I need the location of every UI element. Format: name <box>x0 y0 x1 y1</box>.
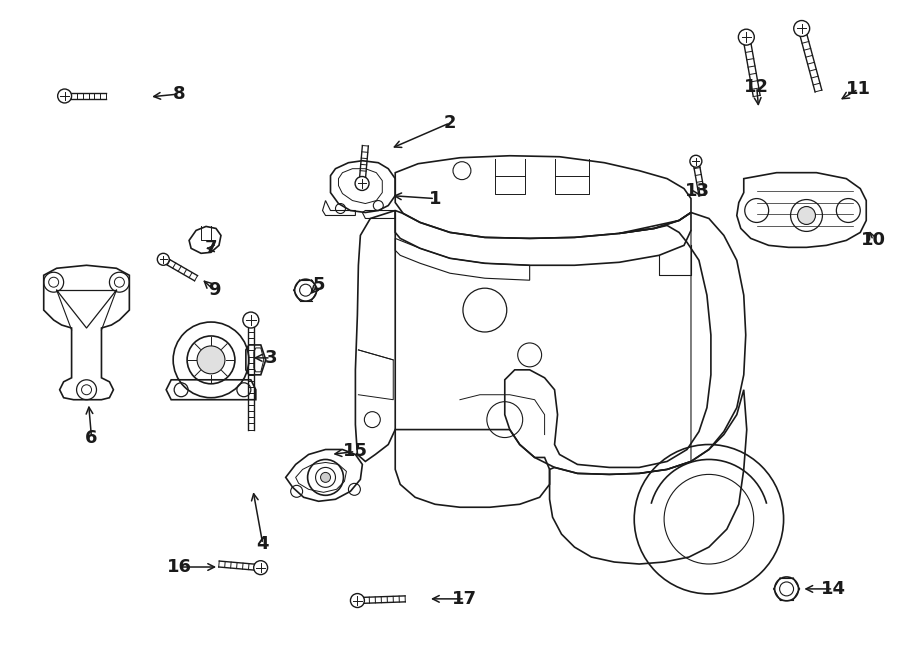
Text: 10: 10 <box>860 232 886 250</box>
Circle shape <box>58 89 72 103</box>
Circle shape <box>197 346 225 374</box>
Text: 14: 14 <box>821 580 846 598</box>
Circle shape <box>738 29 754 45</box>
Text: 15: 15 <box>343 442 368 461</box>
Circle shape <box>690 156 702 167</box>
Text: 8: 8 <box>173 85 185 103</box>
Circle shape <box>158 254 169 265</box>
Circle shape <box>794 21 810 36</box>
Circle shape <box>254 561 267 575</box>
Text: 1: 1 <box>428 189 441 208</box>
Text: 2: 2 <box>444 114 456 132</box>
Text: 11: 11 <box>846 80 871 98</box>
Text: 17: 17 <box>453 590 477 608</box>
Text: 12: 12 <box>744 78 770 96</box>
Text: 3: 3 <box>265 349 277 367</box>
Circle shape <box>243 312 259 328</box>
Circle shape <box>797 207 815 224</box>
Text: 9: 9 <box>208 281 220 299</box>
Text: 13: 13 <box>685 181 709 199</box>
Text: 16: 16 <box>166 558 192 576</box>
Text: 7: 7 <box>205 240 217 258</box>
Text: 5: 5 <box>312 276 325 294</box>
Text: 6: 6 <box>86 428 98 447</box>
Circle shape <box>356 177 369 191</box>
Circle shape <box>320 473 330 483</box>
Circle shape <box>350 594 365 608</box>
Text: 4: 4 <box>256 535 269 553</box>
